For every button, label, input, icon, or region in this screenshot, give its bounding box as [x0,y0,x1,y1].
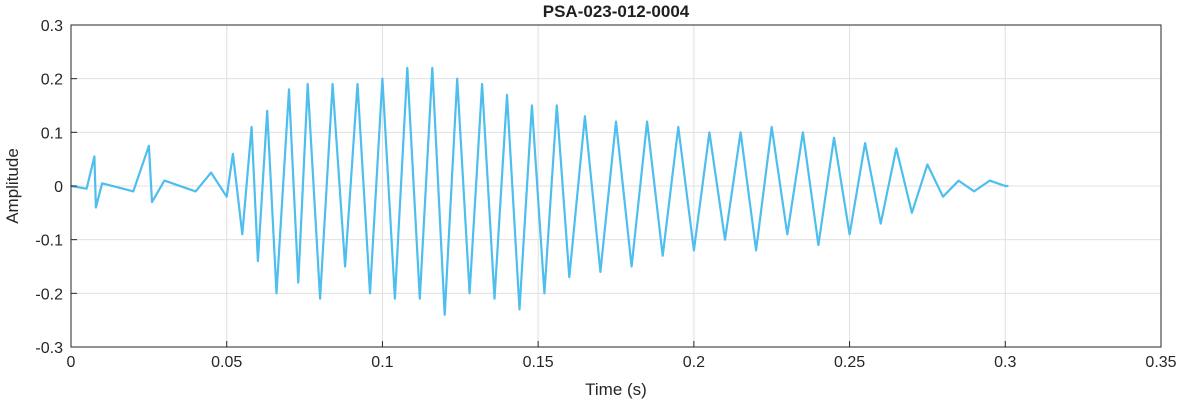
chart-title: PSA-023-012-0004 [543,2,690,21]
y-tick-label: -0.3 [35,340,63,357]
x-tick-label: 0.1 [371,354,393,371]
x-tick-label: 0.15 [523,354,554,371]
y-axis: 0.3 0.2 0.1 0 -0.1 -0.2 -0.3 [35,18,77,357]
y-axis-label: Amplitude [3,148,22,224]
x-axis: 0 0.05 0.1 0.15 0.2 0.25 0.3 0.35 [67,341,1177,371]
grid [70,24,1162,348]
x-tick-label: 0 [67,354,76,371]
x-tick-label: 0.05 [211,354,242,371]
x-tick-label: 0.25 [834,354,865,371]
y-tick-label: -0.1 [35,233,63,250]
y-tick-label: -0.2 [35,286,63,303]
y-tick-label: 0 [54,179,63,196]
x-tick-label: 0.3 [994,354,1016,371]
x-axis-label: Time (s) [585,380,647,399]
y-tick-label: 0.1 [41,125,63,142]
x-tick-label: 0.2 [683,354,705,371]
y-tick-label: 0.3 [41,18,63,35]
y-tick-label: 0.2 [41,72,63,89]
series-layer [70,66,1009,316]
x-tick-label: 0.35 [1145,354,1176,371]
series-line [70,66,1009,316]
